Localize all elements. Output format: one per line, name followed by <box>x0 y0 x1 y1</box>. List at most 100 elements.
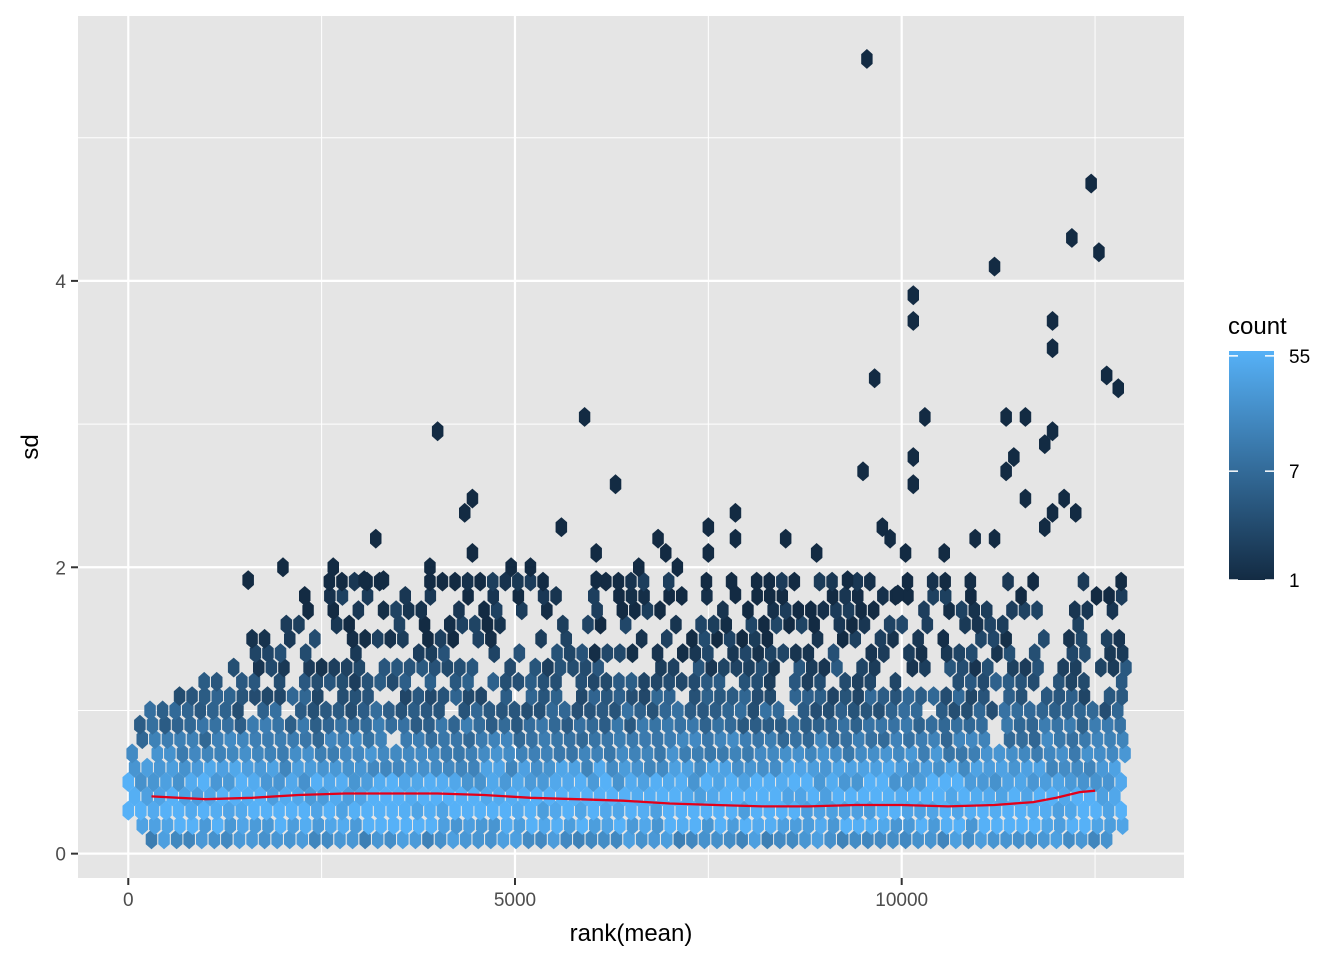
hexbin-outlier <box>857 461 869 482</box>
hexbin <box>371 628 384 649</box>
hexbin <box>813 772 826 792</box>
hexbin <box>241 786 254 807</box>
hexbin-outlier <box>988 256 1001 277</box>
hexbin <box>508 700 521 721</box>
hexbin <box>1002 800 1014 821</box>
hexbin <box>612 571 625 592</box>
hexbin <box>940 686 952 707</box>
hexbin <box>336 772 348 792</box>
hexbin <box>1090 586 1103 606</box>
hexbin <box>512 671 525 692</box>
hexbin <box>160 772 172 792</box>
hexbin <box>424 772 436 792</box>
hexbin-outlier <box>660 542 672 563</box>
hexbin <box>953 643 966 664</box>
hexbin <box>191 786 204 807</box>
hexbin <box>342 786 355 807</box>
hexbin <box>1078 671 1090 692</box>
hexbin <box>398 800 411 821</box>
hexbin-outlier <box>458 502 471 523</box>
hexbin-outlier <box>1085 173 1097 194</box>
hexbin-outlier <box>424 557 436 578</box>
hexbin <box>874 628 887 649</box>
hexbin <box>877 586 889 606</box>
hexbin <box>662 571 675 592</box>
hexbin <box>1024 700 1036 721</box>
hexbin <box>448 714 460 735</box>
hexbin <box>654 600 666 621</box>
hexbin <box>832 786 845 807</box>
hexbin-outlier <box>702 517 715 538</box>
hexbin <box>513 643 526 664</box>
hexbin <box>700 800 713 821</box>
hexbin <box>235 800 248 821</box>
hexbin <box>777 643 790 664</box>
hexbin <box>817 600 830 621</box>
x-tick-label: 10000 <box>875 890 928 911</box>
hexbin <box>907 786 920 807</box>
hexbin <box>1006 600 1018 621</box>
hexbin <box>1052 772 1065 792</box>
hexbin <box>411 772 424 792</box>
hexbin <box>983 786 995 807</box>
hexbin <box>939 772 951 793</box>
hexbin <box>576 643 588 664</box>
hexbin <box>1077 571 1090 592</box>
hexbin <box>562 800 574 821</box>
hexbin <box>1077 800 1090 821</box>
hexbin <box>144 700 156 721</box>
hexbin <box>361 800 373 821</box>
hexbin <box>556 786 568 807</box>
hexbin <box>361 671 374 692</box>
hexbin-outlier <box>1019 488 1032 509</box>
hexbin <box>284 714 297 735</box>
hexbin-outlier <box>1000 407 1012 427</box>
hexbin <box>675 800 688 821</box>
hexbin <box>662 772 675 793</box>
hexbin <box>359 628 371 649</box>
hexbin <box>1031 600 1043 621</box>
hexbin <box>625 571 637 592</box>
hexbin <box>304 786 317 807</box>
hexbin <box>744 786 757 807</box>
hexbin <box>1028 643 1041 664</box>
hexbin <box>273 772 285 792</box>
hexbin <box>574 772 587 792</box>
hexbin <box>486 772 499 792</box>
hexbin <box>197 800 210 821</box>
hexbin <box>474 571 486 592</box>
hexbin <box>455 786 468 807</box>
hexbin <box>386 800 398 821</box>
hexbin <box>782 786 794 807</box>
hexbin <box>1038 628 1050 649</box>
hexbin <box>229 786 241 807</box>
hexbin <box>403 657 416 678</box>
hexbin-outlier <box>1039 517 1051 538</box>
hexbin-outlier <box>729 528 742 549</box>
hexbin <box>224 686 236 707</box>
hexbin-outlier <box>555 517 568 538</box>
hexbin-outlier <box>1058 488 1070 509</box>
hexbin <box>486 571 499 592</box>
hexbin <box>367 786 380 807</box>
hexbin <box>882 786 895 807</box>
hexbin <box>769 786 782 807</box>
hexbin <box>845 786 857 807</box>
hexbin <box>248 800 260 821</box>
hexbin <box>667 657 680 678</box>
hexbin <box>989 772 1002 792</box>
hexbin-outlier <box>327 557 340 578</box>
hexbin-outlier <box>810 543 823 563</box>
hexbin <box>700 571 713 592</box>
hexbin-outlier <box>907 285 920 306</box>
hexbin <box>343 614 355 635</box>
hexbin <box>588 643 601 664</box>
trend-layer <box>151 789 1096 808</box>
hexbin-outlier <box>861 48 873 69</box>
hexbin <box>600 671 613 692</box>
hexbin <box>469 614 481 635</box>
hexbin <box>1019 657 1032 678</box>
hexbin <box>535 628 547 649</box>
hexbin <box>126 743 138 764</box>
x-axis-title: rank(mean) <box>570 920 693 947</box>
